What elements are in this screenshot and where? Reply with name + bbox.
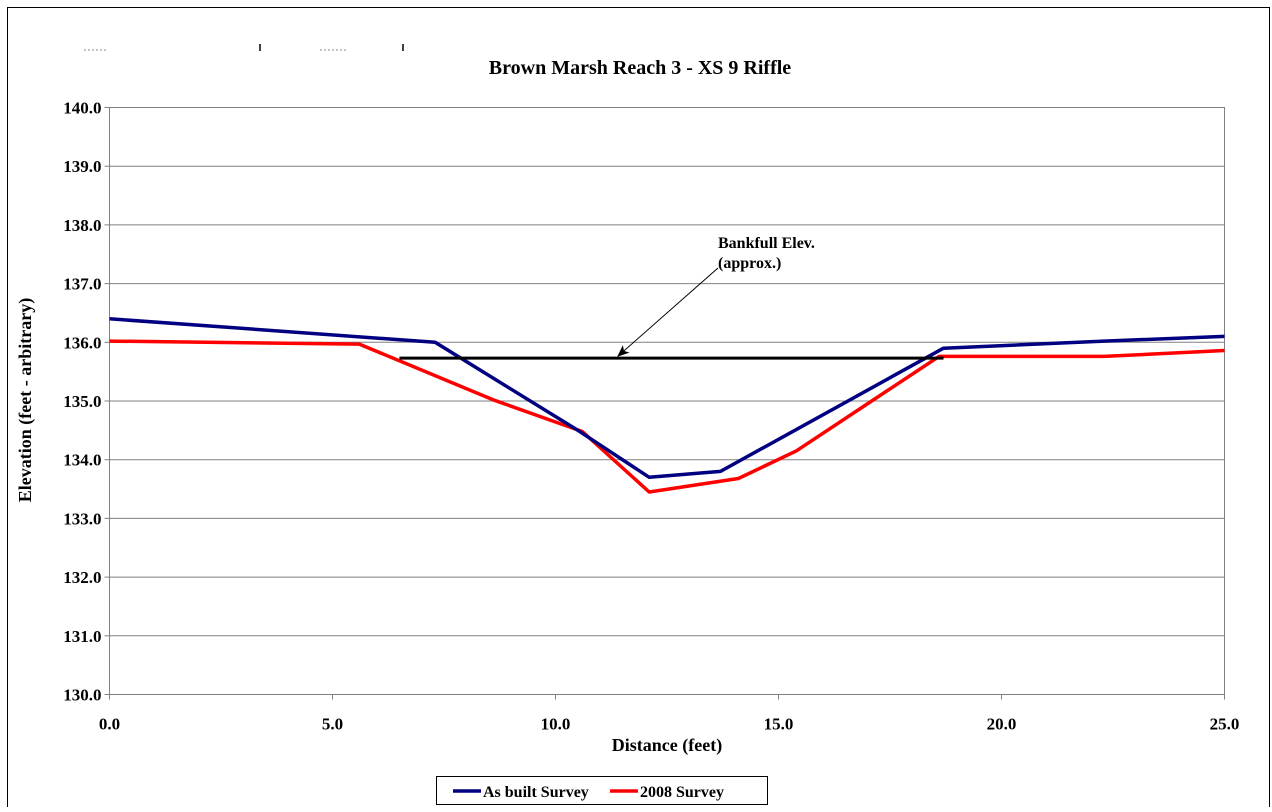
y-tick-label: 140.0 bbox=[63, 99, 101, 118]
chart-area-border bbox=[7, 7, 1270, 812]
y-axis-title: Elevation (feet - arbitrary) bbox=[15, 298, 36, 502]
annotation-label: Bankfull Elev. bbox=[718, 235, 815, 252]
x-tick-label: 5.0 bbox=[322, 715, 343, 734]
legend: As built Survey 2008 Survey bbox=[436, 776, 768, 805]
legend-label-2008-survey: 2008 Survey bbox=[640, 784, 724, 801]
y-tick-label: 135.0 bbox=[63, 392, 101, 411]
x-axis-title: Distance (feet) bbox=[612, 735, 722, 756]
y-tick-label: 134.0 bbox=[63, 451, 101, 470]
stray-marks bbox=[84, 44, 404, 51]
y-tick-label: 132.0 bbox=[63, 568, 101, 587]
annotations: Bankfull Elev. (approx.) bbox=[617, 235, 815, 357]
x-tick-label: 0.0 bbox=[99, 715, 120, 734]
legend-label-as-built-survey: As built Survey bbox=[483, 784, 589, 801]
y-tick-label: 133.0 bbox=[63, 509, 101, 528]
annotation-label: (approx.) bbox=[718, 255, 781, 272]
y-tick-label: 130.0 bbox=[63, 686, 101, 705]
y-tick-label: 131.0 bbox=[63, 627, 101, 646]
y-tick-label: 138.0 bbox=[63, 216, 101, 235]
x-tick-label: 20.0 bbox=[987, 715, 1017, 734]
series-line-2008-survey bbox=[109, 339, 1225, 494]
y-tick-label: 136.0 bbox=[63, 333, 101, 352]
chart-title: Brown Marsh Reach 3 - XS 9 Riffle bbox=[489, 57, 792, 79]
x-tick-labels: 0.0 5.0 10.0 15.0 20.0 25.0 bbox=[99, 715, 1240, 734]
legend-box bbox=[436, 776, 768, 805]
x-tick-label: 25.0 bbox=[1210, 715, 1240, 734]
x-tick-label: 10.0 bbox=[541, 715, 571, 734]
annotation-arrow bbox=[617, 267, 719, 357]
y-tick-label: 139.0 bbox=[63, 157, 101, 176]
y-tick-label: 137.0 bbox=[63, 275, 101, 294]
y-tick-labels: 130.0 131.0 132.0 133.0 134.0 135.0 136.0 137.0… bbox=[63, 99, 101, 705]
x-tick-label: 15.0 bbox=[764, 715, 794, 734]
